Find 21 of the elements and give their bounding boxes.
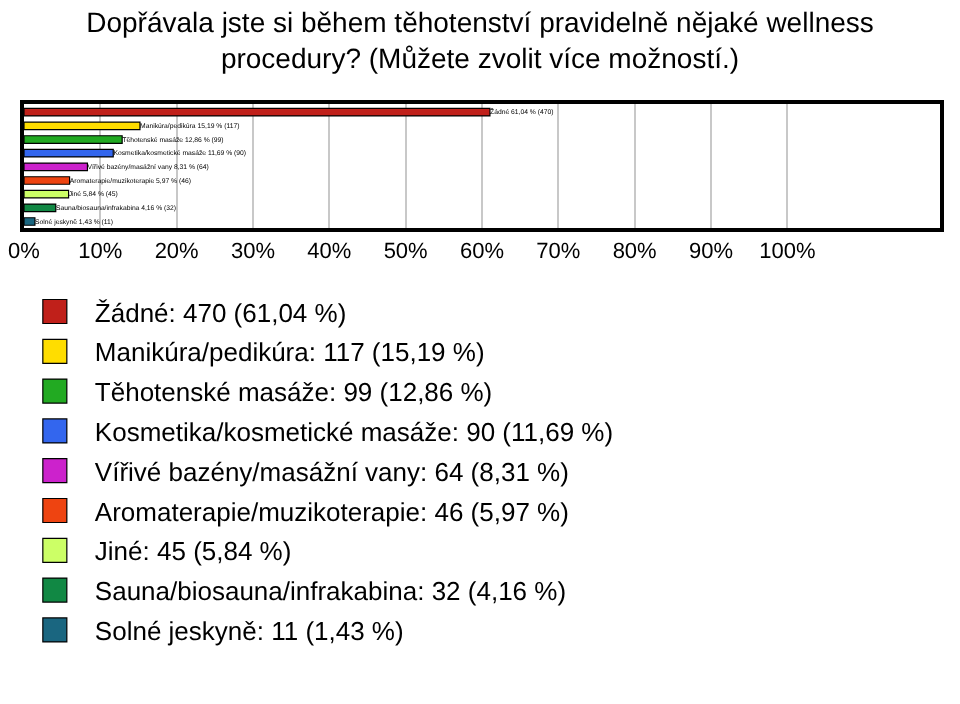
x-tick-label: 60% xyxy=(459,240,505,265)
legend-label: Těhotenské masáže: 99 (12,86 %) xyxy=(94,377,493,408)
legend-label: Kosmetika/kosmetické masáže: 90 (11,69 %) xyxy=(94,417,614,448)
x-tick-label: 80% xyxy=(612,240,658,265)
x-tick-label: 100% xyxy=(759,240,816,265)
x-tick-label: 90% xyxy=(688,240,734,265)
legend-label: Solné jeskyně: 11 (1,43 %) xyxy=(94,616,404,647)
legend-label: Manikúra/pedikúra: 117 (15,19 %) xyxy=(94,337,485,368)
legend-label: Sauna/biosauna/infrakabina: 32 (4,16 %) xyxy=(94,576,567,607)
legend-label: Vířivé bazény/masážní vany: 64 (8,31 %) xyxy=(94,456,569,487)
legend-label: Aromaterapie/muzikoterapie: 46 (5,97 %) xyxy=(94,496,569,527)
chart-title: Dopřávala jste si během těhotenství pravidelně nějaké wellness procedury? (Můžete zvolit více možností.) xyxy=(86,5,874,75)
x-tick-label: 30% xyxy=(230,240,276,265)
legend-label: Jiné: 45 (5,84 %) xyxy=(94,536,292,567)
x-tick-label: 20% xyxy=(154,240,200,265)
x-tick-label: 0% xyxy=(8,240,41,265)
x-tick-label: 10% xyxy=(78,240,123,265)
x-tick-label: 70% xyxy=(536,240,581,265)
legend-label: Žádné: 470 (61,04 %) xyxy=(94,297,347,328)
x-tick-label: 40% xyxy=(307,240,352,265)
x-tick-label: 50% xyxy=(383,240,429,265)
